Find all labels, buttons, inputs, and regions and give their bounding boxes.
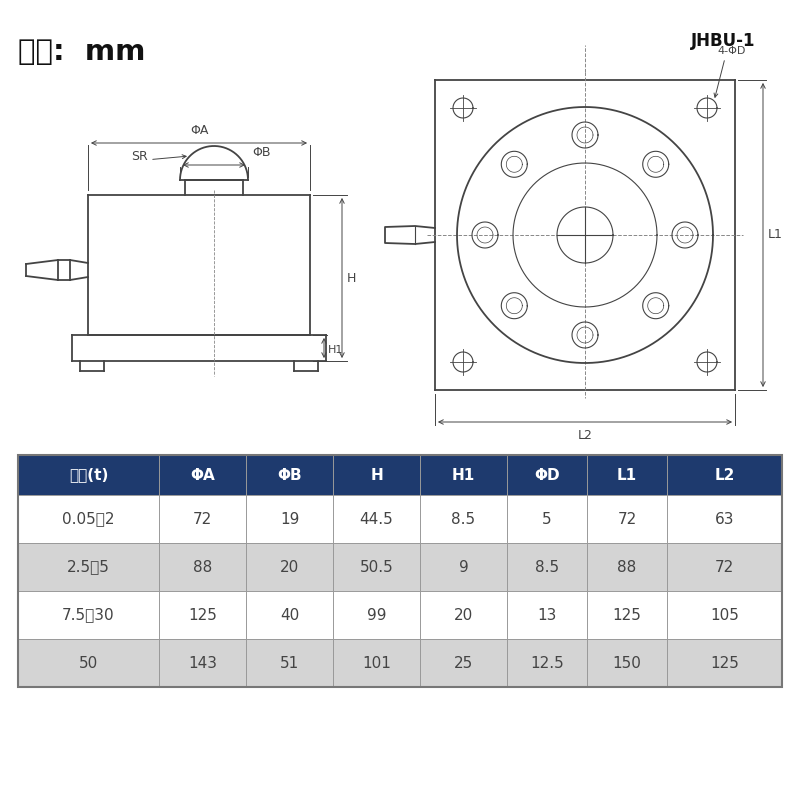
Text: 50.5: 50.5 [360,559,394,574]
Bar [18,495,782,543]
Bar [18,591,782,639]
Text: H1: H1 [452,467,475,482]
Text: 72: 72 [193,511,212,526]
Text: 51: 51 [280,655,299,670]
Text: 9: 9 [458,559,468,574]
Text: L2: L2 [714,467,734,482]
Text: 88: 88 [193,559,212,574]
Text: 63: 63 [714,511,734,526]
Text: 5: 5 [542,511,552,526]
Text: L1: L1 [768,229,783,242]
Text: 0.05～2: 0.05～2 [62,511,114,526]
Text: 125: 125 [710,655,739,670]
Text: 72: 72 [715,559,734,574]
Text: 143: 143 [188,655,217,670]
Text: 44.5: 44.5 [360,511,394,526]
Text: 150: 150 [613,655,642,670]
Text: ΦA: ΦA [190,124,208,137]
Text: 8.5: 8.5 [535,559,559,574]
Text: H: H [370,467,383,482]
Bar [18,455,782,495]
Text: 105: 105 [710,607,739,622]
Text: 50: 50 [79,655,98,670]
Bar [18,639,782,687]
Text: ΦB: ΦB [277,467,302,482]
Text: 20: 20 [454,607,473,622]
Text: ΦA: ΦA [190,467,215,482]
Text: 8.5: 8.5 [451,511,475,526]
Text: JHBU-1: JHBU-1 [690,32,755,50]
Text: 40: 40 [280,607,299,622]
Text: 99: 99 [366,607,386,622]
Text: 20: 20 [280,559,299,574]
Text: ΦB: ΦB [252,146,270,159]
Text: H1: H1 [328,345,343,355]
Text: 25: 25 [454,655,473,670]
Text: 88: 88 [618,559,637,574]
Text: 13: 13 [538,607,557,622]
Text: 尺寸:  mm: 尺寸: mm [18,38,146,66]
Text: 101: 101 [362,655,391,670]
Text: 量程(t): 量程(t) [69,467,108,482]
Text: 125: 125 [188,607,217,622]
Text: 72: 72 [618,511,637,526]
Bar [18,455,782,687]
Text: L2: L2 [578,429,593,442]
Text: 2.5～5: 2.5～5 [67,559,110,574]
Text: 19: 19 [280,511,299,526]
Text: 4-ΦD: 4-ΦD [717,46,746,56]
Text: 7.5～30: 7.5～30 [62,607,115,622]
Text: SR: SR [131,150,148,163]
Text: 125: 125 [613,607,642,622]
Text: H: H [347,271,356,285]
Bar [18,543,782,591]
Text: L1: L1 [617,467,637,482]
Text: 12.5: 12.5 [530,655,564,670]
Text: ΦD: ΦD [534,467,560,482]
